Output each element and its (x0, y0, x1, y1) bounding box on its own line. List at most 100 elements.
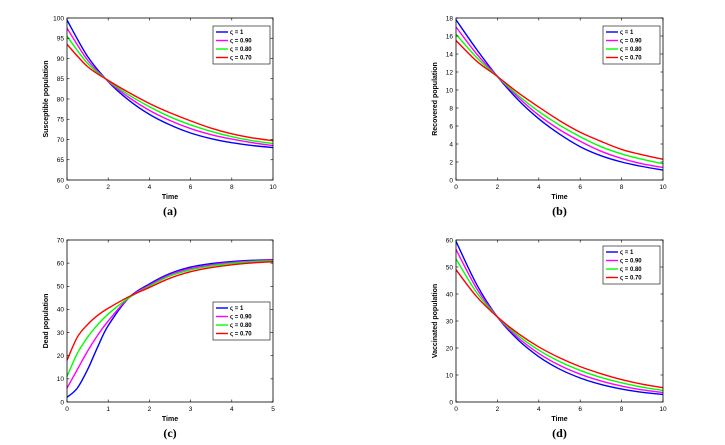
y-tick-label: 50 (57, 284, 65, 291)
series-line-4 (456, 40, 663, 160)
series-line-3 (67, 260, 273, 377)
x-axis-label: Time (551, 194, 567, 201)
y-tick-label: 80 (57, 96, 65, 103)
x-tick-label: 4 (537, 184, 541, 191)
legend-label: ς = 0.70 (230, 56, 252, 62)
series-line-1 (67, 258, 273, 398)
series-line-4 (67, 261, 273, 361)
y-tick-label: 90 (57, 56, 65, 63)
y-tick-label: 0 (449, 177, 453, 184)
legend-label: ς = 0.90 (230, 315, 252, 321)
x-tick-label: 10 (659, 406, 667, 413)
legend-label: ς = 0.90 (230, 39, 252, 45)
y-tick-label: 8 (449, 105, 453, 112)
y-tick-label: 4 (449, 141, 453, 148)
x-tick-label: 8 (230, 184, 234, 191)
y-tick-label: 30 (446, 318, 454, 325)
y-tick-label: 75 (57, 117, 65, 124)
legend-label: ς = 0.70 (620, 276, 642, 282)
x-tick-label: 4 (230, 406, 234, 413)
y-tick-label: 40 (57, 307, 65, 314)
y-tick-label: 0 (449, 399, 453, 406)
series-line-4 (67, 43, 273, 142)
y-tick-label: 20 (446, 345, 454, 352)
legend-label: ς = 0.70 (230, 332, 252, 338)
x-tick-label: 2 (496, 406, 500, 413)
legend: ς = 1 ς = 0.90 ς = 0.80 ς = 0.70 (212, 301, 271, 341)
x-tick-label: 10 (269, 184, 277, 191)
plot-frame (66, 239, 274, 403)
chart-4: 0 2 4 6 8 10 0 10 20 30 40 50 60 Time Vaccinated popul… (432, 237, 667, 440)
x-axis-label: Time (162, 194, 178, 201)
y-tick-label: 60 (57, 177, 65, 184)
y-tick-label: 40 (446, 291, 454, 298)
legend: ς = 1 ς = 0.90 ς = 0.80 ς = 0.70 (602, 245, 661, 285)
panel-label: (c) (163, 426, 176, 440)
panel-label: (b) (552, 204, 567, 218)
y-tick-label: 14 (446, 51, 454, 58)
y-axis-label: Recovered population (432, 62, 439, 136)
legend: ς = 1 ς = 0.90 ς = 0.80 ς = 0.70 (212, 25, 271, 65)
series-line-3 (456, 33, 663, 165)
y-tick-label: 2 (449, 159, 453, 166)
y-tick-label: 60 (57, 260, 65, 267)
panel-label: (d) (552, 426, 567, 440)
chart-2: 0 2 4 6 8 10 0 2 4 6 8 10 12 14 16 18 Time Recovered popu… (432, 15, 667, 218)
legend: ς = 1 ς = 0.90 ς = 0.80 ς = 0.70 (602, 25, 661, 65)
x-tick-label: 5 (271, 406, 275, 413)
x-tick-label: 0 (65, 406, 69, 413)
y-tick-label: 60 (446, 237, 454, 244)
y-tick-label: 70 (57, 237, 65, 244)
plot-frame (455, 17, 664, 181)
y-tick-label: 0 (60, 399, 64, 406)
legend-label: ς = 0.90 (620, 39, 642, 45)
legend-label: ς = 1 (230, 30, 244, 36)
series-line-1 (456, 19, 663, 171)
x-tick-label: 10 (659, 184, 667, 191)
y-axis-label: Dead population (43, 294, 50, 349)
y-tick-label: 95 (57, 36, 65, 43)
x-tick-label: 4 (537, 406, 541, 413)
y-tick-label: 6 (449, 123, 453, 130)
y-tick-label: 65 (57, 157, 65, 164)
x-tick-label: 4 (148, 184, 152, 191)
x-axis-label: Time (551, 416, 567, 423)
y-tick-label: 20 (57, 353, 65, 360)
x-tick-label: 6 (578, 406, 582, 413)
x-tick-label: 1 (106, 406, 110, 413)
x-tick-label: 2 (106, 184, 110, 191)
y-axis-label: Vaccinated population (432, 284, 439, 358)
legend-label: ς = 1 (620, 30, 634, 36)
legend-label: ς = 0.80 (620, 267, 642, 273)
y-axis-label: Susceptible population (43, 60, 50, 137)
legend-label: ς = 0.70 (620, 56, 642, 62)
y-tick-label: 85 (57, 76, 65, 83)
y-tick-label: 10 (57, 376, 65, 383)
y-tick-label: 10 (446, 87, 454, 94)
y-tick-label: 12 (446, 69, 454, 76)
series-line-4 (456, 269, 663, 389)
y-tick-label: 18 (446, 15, 454, 22)
x-tick-label: 3 (189, 406, 193, 413)
legend-label: ς = 0.80 (230, 47, 252, 53)
x-tick-label: 0 (65, 184, 69, 191)
chart-1: 0 2 4 6 8 10 60 65 70 75 80 85 90 95 100 Time Susceptibl… (43, 15, 277, 218)
series-line-2 (67, 259, 273, 389)
y-tick-label: 100 (53, 15, 64, 22)
legend-label: ς = 0.80 (230, 323, 252, 329)
legend-label: ς = 0.90 (620, 259, 642, 265)
x-tick-label: 8 (620, 406, 624, 413)
y-tick-label: 30 (57, 330, 65, 337)
x-tick-label: 2 (148, 406, 152, 413)
panel-label: (a) (163, 204, 177, 218)
y-tick-label: 16 (446, 33, 454, 40)
x-tick-label: 8 (620, 184, 624, 191)
legend-label: ς = 1 (230, 306, 244, 312)
x-tick-label: 6 (189, 184, 193, 191)
y-tick-label: 10 (446, 372, 454, 379)
x-tick-label: 6 (578, 184, 582, 191)
y-tick-label: 70 (57, 137, 65, 144)
x-tick-label: 0 (454, 406, 458, 413)
